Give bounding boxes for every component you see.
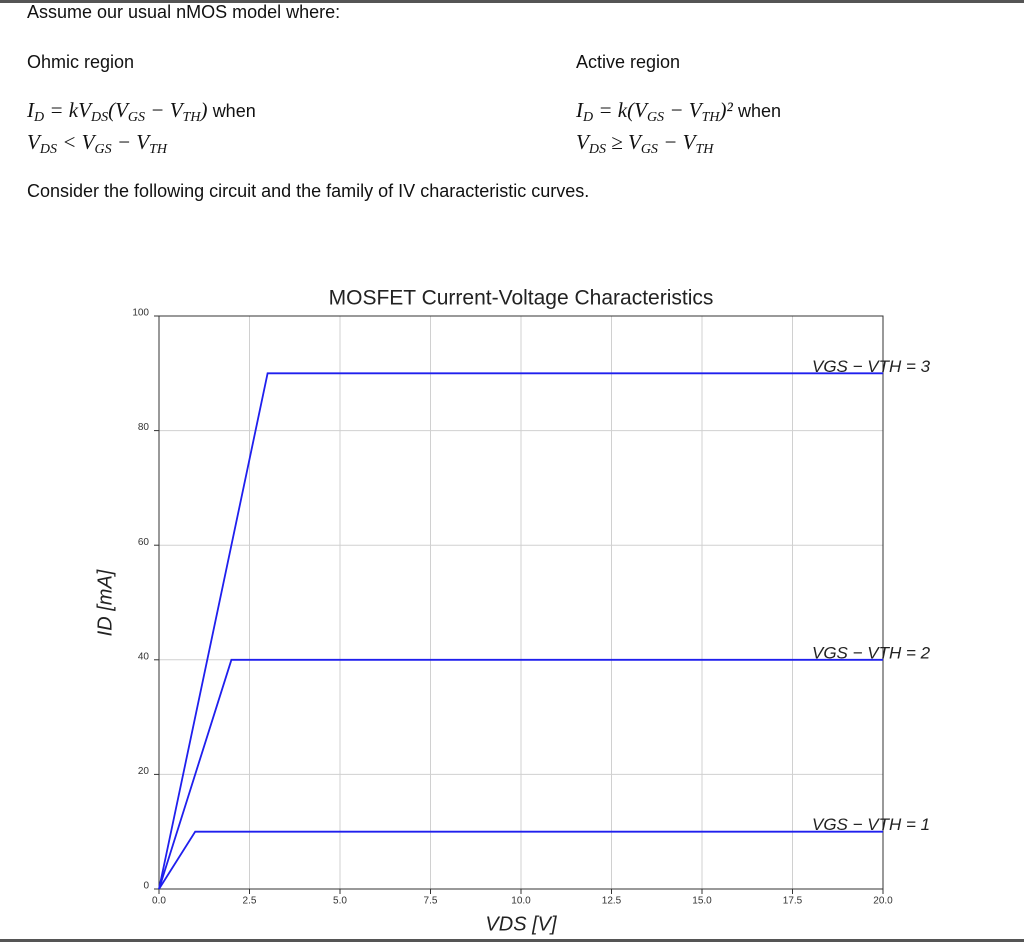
formula-part: V xyxy=(576,130,589,154)
series-label: VGS − VTH = 1 xyxy=(812,815,930,834)
x-tick-label: 15.0 xyxy=(692,896,712,907)
line xyxy=(158,830,883,890)
formula-part: I xyxy=(576,98,583,122)
y-tick-label: 40 xyxy=(138,651,150,662)
x-tick-label: 12.5 xyxy=(602,896,622,907)
y-tick-label: 80 xyxy=(138,422,150,433)
intro: Assume our usual nMOS model where: xyxy=(27,2,341,22)
condition: VDS ≥ VGS − VTH xyxy=(576,130,713,158)
x-tick-label: 20.0 xyxy=(873,896,893,907)
formula-part: GS xyxy=(640,142,658,157)
formula-part: D xyxy=(34,110,45,125)
formula-part: V xyxy=(27,130,40,154)
bottom-border xyxy=(0,939,1024,942)
y-tick-label: 0 xyxy=(143,881,149,892)
chart-title: MOSFET Current-Voltage Characteristics xyxy=(329,287,714,310)
formula-part: = kV xyxy=(44,98,91,122)
x-tick-label: 0.0 xyxy=(152,896,166,907)
x-tick-label: 10.0 xyxy=(511,896,531,907)
formula-part: DS xyxy=(39,142,57,157)
formula-part: = k(V xyxy=(593,98,647,122)
x-tick-label: 5.0 xyxy=(333,896,347,907)
formula-part: ≥ V xyxy=(605,130,641,154)
series-label: VGS − VTH = 3 xyxy=(812,357,931,376)
formula-part: )² xyxy=(719,98,733,122)
line xyxy=(158,658,883,890)
condition: VDS < VGS − VTH xyxy=(27,130,167,158)
formula-part: − V xyxy=(145,98,183,122)
top-border xyxy=(0,0,1024,3)
series-label: VGS − VTH = 2 xyxy=(812,643,931,662)
formula-part: − V xyxy=(664,98,702,122)
formula-part: TH xyxy=(149,142,167,157)
line xyxy=(158,372,883,890)
formula-part: TH xyxy=(695,142,714,157)
formula-part: TH xyxy=(701,110,720,125)
heading: Ohmic region xyxy=(27,52,135,72)
formula: ID = kVDS(VGS − VTH) when xyxy=(27,98,256,126)
x-tick-label: 7.5 xyxy=(424,896,438,907)
x-axis-label: VDS [V] xyxy=(485,913,557,935)
paragraph: Consider the following circuit and the f… xyxy=(27,181,590,201)
y-tick-label: 100 xyxy=(132,308,149,319)
formula-part: − V xyxy=(111,130,150,154)
y-axis-label: ID [mA] xyxy=(94,569,116,636)
formula-part: GS xyxy=(646,110,665,125)
formula-part: D xyxy=(583,110,594,125)
when: when xyxy=(738,101,782,121)
y-tick-label: 60 xyxy=(138,537,150,548)
formula-part: DS xyxy=(588,142,606,157)
formula-part: < V xyxy=(56,130,95,154)
formula-part: TH xyxy=(182,110,201,125)
formula-part: I xyxy=(27,98,34,122)
heading: Active region xyxy=(576,52,681,72)
y-tick-label: 20 xyxy=(138,766,150,777)
formula-part: − V xyxy=(657,130,696,154)
formula-part: GS xyxy=(127,110,146,125)
when: when xyxy=(212,101,256,121)
formula: ID = k(VGS − VTH)² when xyxy=(576,98,781,126)
formula-part: (V xyxy=(108,98,128,122)
x-tick-label: 2.5 xyxy=(243,896,257,907)
x-tick-label: 17.5 xyxy=(783,896,803,907)
formula-part: ) xyxy=(200,98,208,122)
formula-part: DS xyxy=(90,110,109,125)
formula-part: GS xyxy=(94,142,112,157)
plot-frame xyxy=(158,315,884,890)
